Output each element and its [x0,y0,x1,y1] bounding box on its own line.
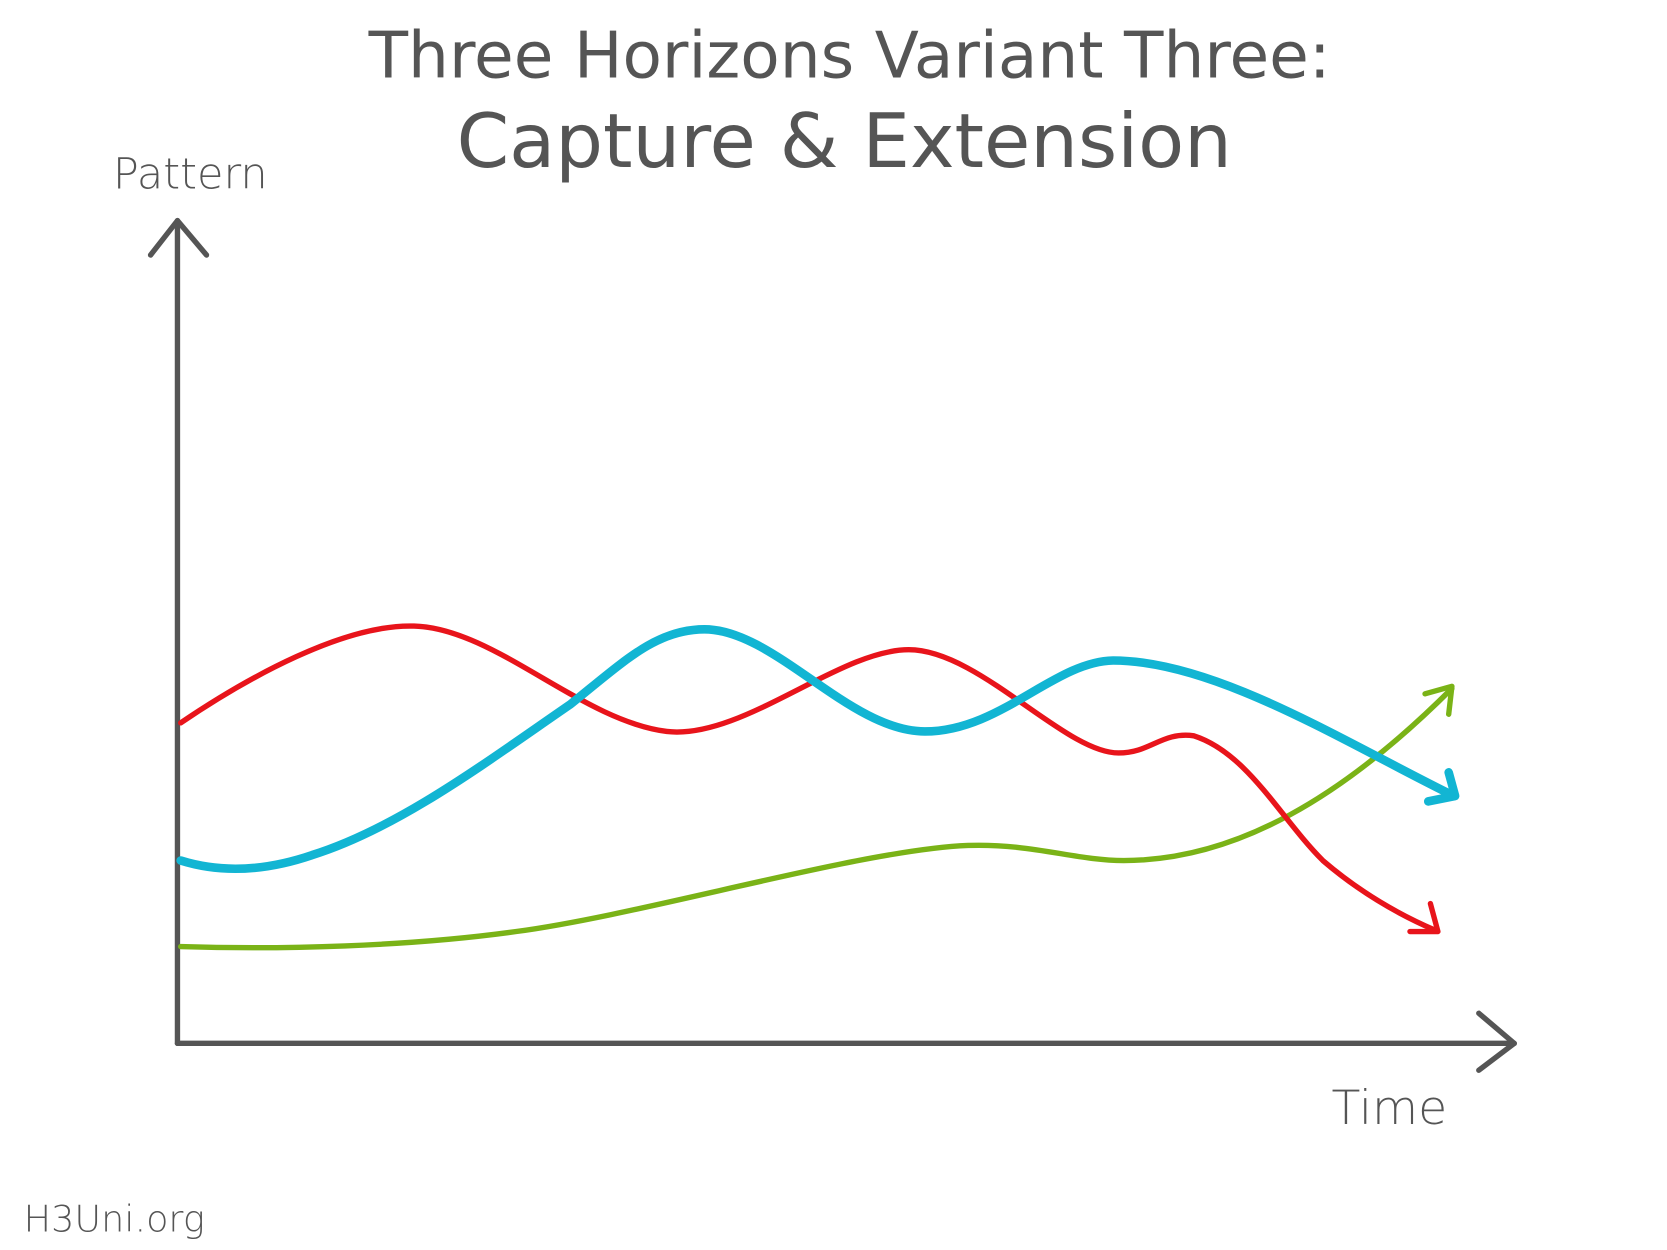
y-axis-label: Pattern [113,149,268,199]
blue-curve-group [176,625,1460,874]
horizon-curve-green [177,685,1455,951]
blue-arrowhead [1423,768,1460,806]
x-axis-label: Time [1331,1081,1447,1136]
green-arrowhead [1422,683,1455,717]
horizon-curve-red [177,623,1439,934]
red-arrowhead [1407,900,1441,935]
axes [147,217,1517,1073]
x-axis-arrow [1476,1010,1517,1073]
horizon-curve-blue [176,625,1459,874]
footer-source: H3Uni.org [24,1198,205,1241]
title-line1: Three Horizons Variant Three: [368,19,1331,94]
title-line2: Capture & Extension [457,97,1232,185]
y-axis-arrow [147,217,210,258]
red-curve-group [177,623,1441,935]
green-curve-group [177,683,1455,951]
